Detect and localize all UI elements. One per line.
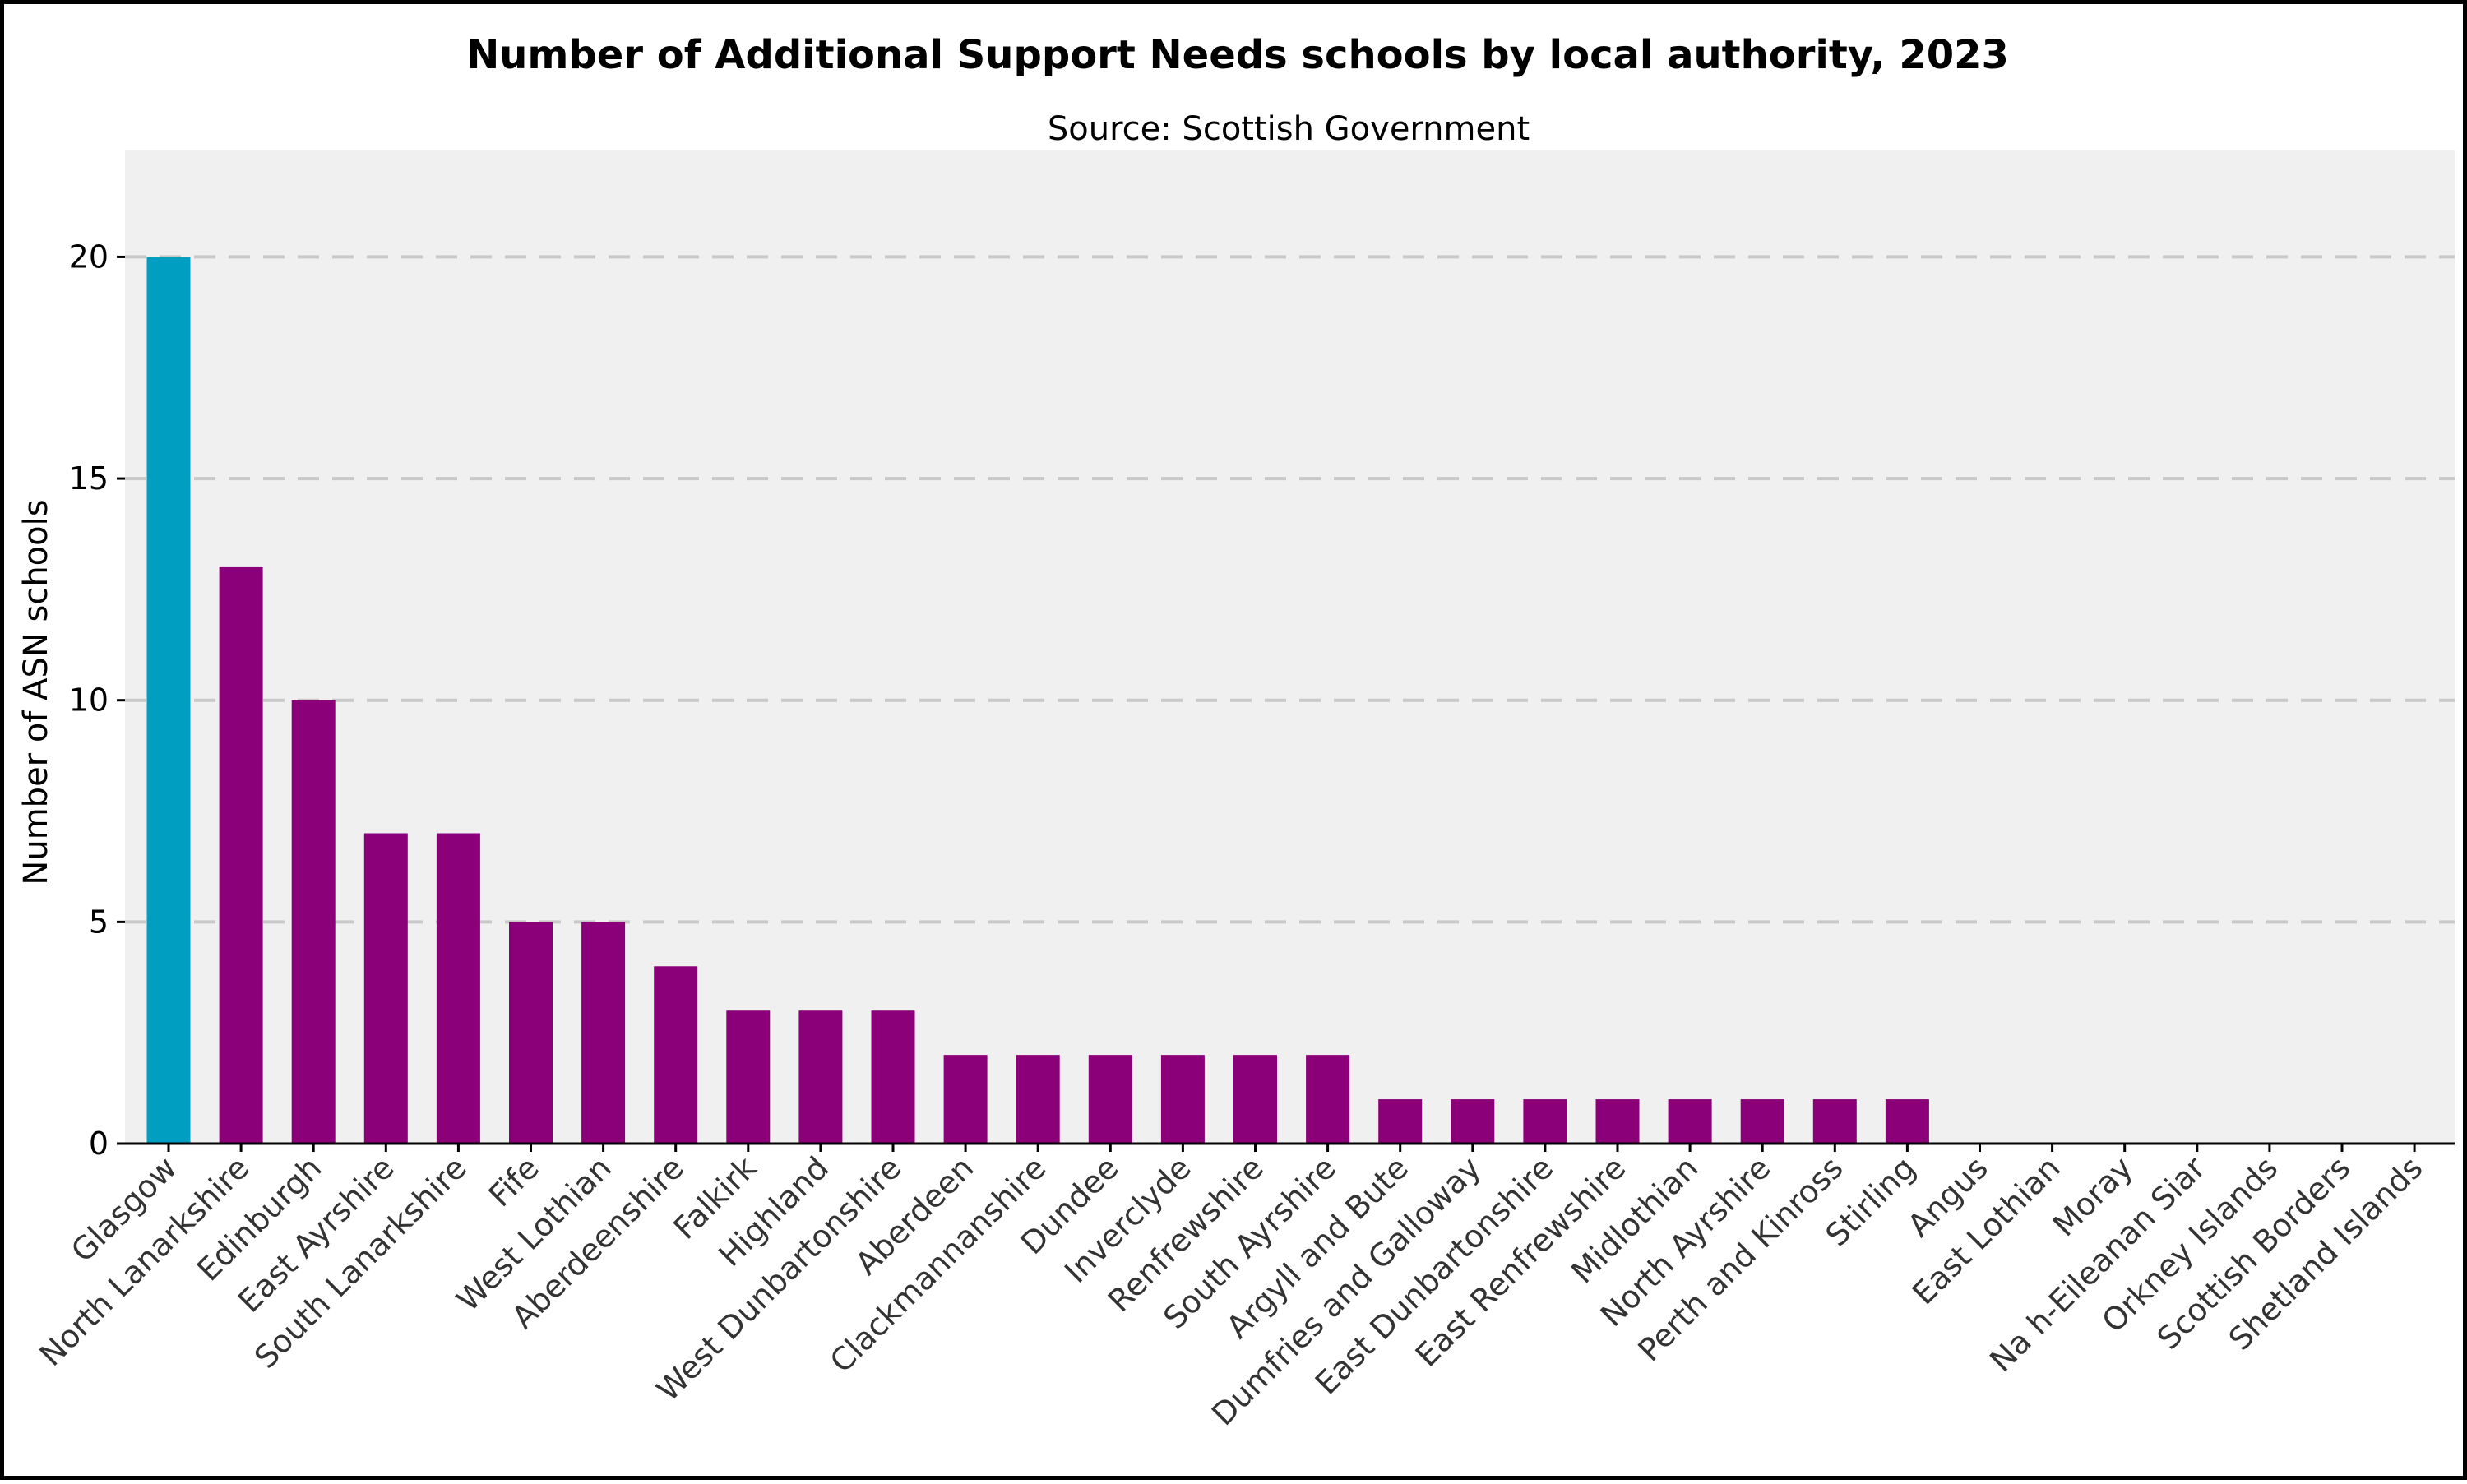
y-tick-label: 15	[69, 460, 109, 497]
bar	[726, 1010, 771, 1144]
bar	[436, 833, 480, 1144]
y-tick-label: 20	[69, 238, 109, 275]
bar	[1088, 1055, 1132, 1144]
bar	[363, 833, 408, 1144]
bar	[943, 1055, 988, 1144]
y-tick-label: 0	[89, 1126, 109, 1162]
bar	[1378, 1099, 1423, 1144]
chart-title: Number of Additional Support Needs schoo…	[466, 32, 2009, 78]
bar	[219, 566, 263, 1144]
bar	[1523, 1099, 1567, 1144]
bar	[509, 922, 553, 1144]
bar-chart: Number of Additional Support Needs schoo…	[17, 32, 2455, 1432]
bar	[1234, 1055, 1277, 1144]
y-tick-label: 5	[89, 904, 109, 940]
bar	[581, 922, 626, 1144]
bar	[1885, 1099, 1929, 1144]
bar	[1740, 1099, 1784, 1144]
bar	[798, 1010, 843, 1144]
chart-subtitle: Source: Scottish Government	[1048, 110, 1530, 148]
bar	[654, 966, 698, 1144]
bar	[1595, 1099, 1640, 1144]
bars	[146, 257, 1929, 1144]
bar	[871, 1010, 915, 1144]
bar	[1160, 1055, 1205, 1144]
bar	[1812, 1099, 1857, 1144]
y-axis-label: Number of ASN schools	[17, 499, 55, 885]
bar	[1306, 1055, 1350, 1144]
bar	[291, 700, 336, 1144]
y-tick-labels: 0 5 10 15 20	[69, 238, 125, 1162]
bar	[146, 257, 191, 1144]
bar	[1451, 1099, 1495, 1144]
x-tick-label: Fife	[482, 1149, 546, 1214]
bar	[1016, 1055, 1060, 1144]
y-tick-label: 10	[69, 682, 109, 719]
bar	[1668, 1099, 1712, 1144]
